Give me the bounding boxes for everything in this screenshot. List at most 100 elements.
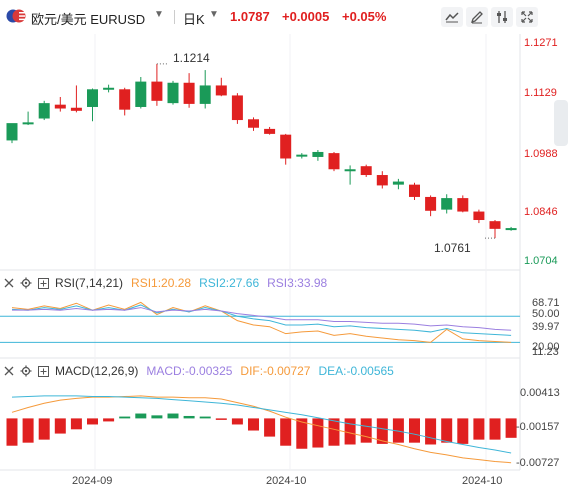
gear-icon[interactable] xyxy=(20,277,32,289)
rsi-axis-label: 68.71 xyxy=(532,297,560,309)
period-dropdown-icon[interactable]: ▼ xyxy=(209,9,219,20)
macd-bar xyxy=(360,418,372,443)
candle-body xyxy=(38,103,50,119)
price-change: +0.0005 xyxy=(282,9,330,24)
macd-axis-label: 0.00413 xyxy=(520,387,560,399)
price-scale-handle[interactable] xyxy=(554,100,568,146)
macd-bar xyxy=(441,418,453,443)
macd-bar xyxy=(151,415,163,419)
eu-us-flag-icon xyxy=(6,9,26,23)
macd-bar xyxy=(199,416,211,419)
dif-line xyxy=(11,395,512,464)
high-annotation: 1.1214 xyxy=(173,51,210,65)
time-axis-label: 2024-09 xyxy=(72,475,113,487)
macd-bar xyxy=(248,418,259,431)
candle-body xyxy=(183,82,195,104)
dea-value: DEA:-0.00565 xyxy=(318,364,394,378)
macd-value: MACD:-0.00325 xyxy=(146,364,233,378)
gear-icon[interactable] xyxy=(20,365,32,377)
macd-bar xyxy=(38,418,50,440)
macd-bar xyxy=(87,418,98,425)
macd-bar xyxy=(231,418,243,425)
candle-body xyxy=(215,85,227,96)
rsi3-value: RSI3:33.98 xyxy=(267,276,328,290)
draw-tool-icon[interactable] xyxy=(466,7,488,27)
rsi-axis-label: 39.97 xyxy=(532,321,560,333)
rsi1-value: RSI1:20.28 xyxy=(131,276,192,290)
candle-body xyxy=(151,81,163,101)
macd-bar xyxy=(54,418,66,434)
macd-bar xyxy=(489,418,501,440)
macd-bar xyxy=(376,418,388,444)
macd-bar xyxy=(119,416,131,419)
candle-body xyxy=(6,123,18,141)
rsi-name: RSI(7,14,21) xyxy=(55,276,124,290)
last-price: 1.0787 xyxy=(230,9,270,24)
macd-bar xyxy=(103,418,115,422)
price-axis-label: 1.1129 xyxy=(524,87,557,99)
candle-body xyxy=(505,228,517,231)
candle-body xyxy=(473,211,485,221)
candle-body xyxy=(441,198,453,210)
candle-body xyxy=(360,166,372,176)
candle-body xyxy=(199,85,211,104)
expand-box-icon[interactable] xyxy=(38,277,49,289)
macd-bar xyxy=(457,418,469,444)
macd-bar xyxy=(183,415,195,419)
candle-body xyxy=(54,104,66,109)
rsi2-value: RSI2:27.66 xyxy=(199,276,260,290)
symbol-selector[interactable]: 欧元/美元 EURUSD xyxy=(31,12,146,27)
rsi-header: RSI(7,14,21) RSI1:20.28 RSI2:27.66 RSI3:… xyxy=(4,275,327,291)
candle-body xyxy=(103,87,115,90)
macd-bar xyxy=(328,418,340,446)
price-change-percent: +0.05% xyxy=(342,9,387,24)
macd-bar xyxy=(409,418,420,443)
period-selector[interactable]: 日K xyxy=(183,12,205,27)
expand-box-icon[interactable] xyxy=(38,365,49,377)
candle-body xyxy=(489,221,501,229)
candle-body xyxy=(296,154,308,157)
candle-body xyxy=(425,196,437,211)
macd-bar xyxy=(167,413,179,419)
rsi-line-rsi3 xyxy=(12,307,512,331)
low-annotation: 1.0761 xyxy=(434,241,471,255)
macd-bar xyxy=(70,418,82,430)
macd-bar xyxy=(22,418,34,443)
macd-header: MACD(12,26,9) MACD:-0.00325 DIF:-0.00727… xyxy=(4,363,394,379)
line-chart-icon[interactable] xyxy=(441,7,463,27)
close-icon[interactable] xyxy=(4,278,14,288)
macd-name: MACD(12,26,9) xyxy=(55,364,139,378)
candle-body xyxy=(344,169,356,172)
macd-bar xyxy=(6,418,18,446)
macd-bar xyxy=(280,418,292,446)
candle-body xyxy=(22,122,34,125)
candle-body xyxy=(231,95,243,121)
macd-bar xyxy=(264,418,276,437)
candle-body xyxy=(248,119,259,128)
time-axis-label: 2024-10 xyxy=(266,475,307,487)
candle-body xyxy=(376,175,388,186)
candle-body xyxy=(264,128,276,134)
settings-sliders-icon[interactable] xyxy=(491,7,513,27)
candle-body xyxy=(119,89,131,110)
fullscreen-icon[interactable] xyxy=(516,7,538,27)
rsi-axis-label: 11.23 xyxy=(532,346,559,358)
macd-bar xyxy=(505,418,517,438)
price-axis-label: 1.0846 xyxy=(524,206,558,218)
time-axis-label: 2024-10 xyxy=(462,475,503,487)
price-axis-label: 1.0988 xyxy=(524,148,558,160)
candle-body xyxy=(457,198,469,212)
macd-bar xyxy=(344,418,356,445)
chart-header: 欧元/美元 EURUSD ▼ 日K ▼ 1.0787 +0.0005 +0.05… xyxy=(0,0,568,34)
macd-axis-label: -0.00157 xyxy=(516,421,560,433)
macd-bar xyxy=(425,418,437,445)
candle-body xyxy=(167,82,179,104)
dif-value: DIF:-0.00727 xyxy=(240,364,311,378)
candle-body xyxy=(312,151,324,157)
close-icon[interactable] xyxy=(4,366,14,376)
candle-body xyxy=(392,181,404,185)
macd-bar xyxy=(312,418,324,448)
divider xyxy=(174,10,175,24)
symbol-dropdown-icon[interactable]: ▼ xyxy=(154,9,164,20)
